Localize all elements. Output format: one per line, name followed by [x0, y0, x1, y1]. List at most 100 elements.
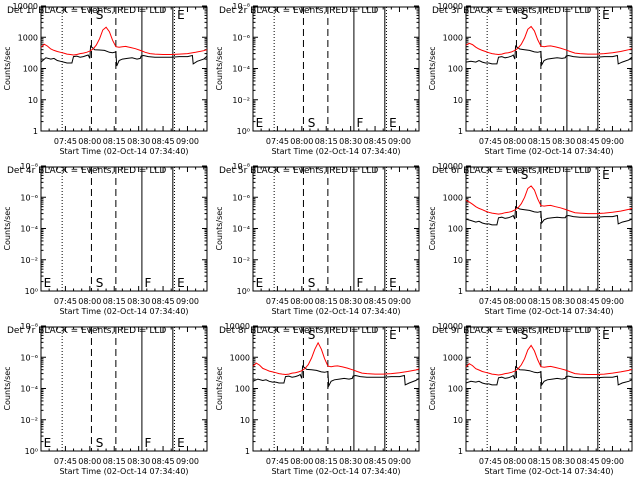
marker-letter-e: E: [177, 436, 185, 450]
detector-panel-2: Det 2r BLACK = Events, RED = LLD 10⁰ 10⁻² 1…: [215, 2, 420, 156]
marker-letter-s: S: [521, 8, 529, 22]
y-tick-label: 10⁻⁸: [20, 322, 38, 331]
x-axis-label: Start Time (02-Oct-14 07:34:40): [271, 147, 400, 156]
marker-letter-e: E: [602, 168, 610, 182]
x-axis-label: Start Time (02-Oct-14 07:34:40): [271, 467, 400, 476]
panel-title: Det 6r BLACK = Events, RED = LLD: [432, 166, 591, 176]
x-tick-label: 08:15: [103, 297, 126, 306]
x-tick-label: 08:15: [103, 137, 126, 146]
y-tick-label: 10⁻⁶: [232, 33, 250, 42]
x-tick-label: 07:45: [479, 457, 502, 466]
marker-letter-s: S: [96, 436, 104, 450]
y-tick-label: 10⁻⁶: [20, 193, 38, 202]
x-tick-label: 08:00: [503, 457, 526, 466]
series-line-events: [252, 365, 420, 388]
y-tick-label: 10000: [438, 322, 463, 331]
series-line-lld: [465, 344, 633, 376]
y-axis-label: Counts/sec: [215, 46, 224, 90]
x-tick-label: 09:00: [601, 137, 624, 146]
x-axis-label: Start Time (02-Oct-14 07:34:40): [484, 147, 613, 156]
y-tick-label: 100: [448, 65, 463, 74]
series-line-events: [465, 45, 633, 67]
y-tick-label: 10: [453, 96, 463, 105]
y-axis-label: Counts/sec: [3, 366, 12, 410]
detector-panel-4: Det 4r BLACK = Events, RED = LLD 10⁰ 10⁻² 1…: [3, 162, 208, 316]
panel-title: Det 9r BLACK = Events, RED = LLD: [432, 326, 591, 336]
marker-letter-f: F: [357, 116, 364, 130]
x-tick-label: 09:00: [176, 457, 199, 466]
x-tick-label: 08:45: [152, 297, 175, 306]
x-tick-label: 08:30: [127, 137, 150, 146]
x-tick-label: 09:00: [388, 297, 411, 306]
series-line-events: [465, 365, 633, 387]
y-tick-label: 10⁻⁶: [232, 193, 250, 202]
series-line-lld: [252, 341, 420, 376]
y-tick-label: 100: [448, 385, 463, 394]
marker-letter-s: S: [521, 328, 529, 342]
y-tick-label: 1: [33, 127, 38, 136]
y-tick-label: 100: [448, 225, 463, 234]
y-axis-label: Counts/sec: [428, 46, 437, 90]
x-tick-label: 08:00: [78, 137, 101, 146]
x-tick-label: 09:00: [176, 137, 199, 146]
y-tick-label: 10⁻⁴: [20, 225, 38, 234]
y-axis-label: Counts/sec: [428, 206, 437, 250]
x-tick-label: 09:00: [601, 457, 624, 466]
marker-letter-e: E: [602, 328, 610, 342]
y-tick-label: 10000: [438, 2, 463, 11]
marker-letter-e: E: [177, 8, 185, 22]
x-tick-label: 08:00: [78, 297, 101, 306]
x-tick-label: 09:00: [176, 297, 199, 306]
y-tick-label: 10⁻²: [20, 256, 38, 265]
y-tick-label: 10⁻²: [232, 96, 250, 105]
y-tick-label: 10⁻⁴: [20, 385, 38, 394]
y-tick-label: 1: [458, 447, 463, 456]
y-tick-label: 10⁰: [25, 287, 38, 296]
marker-letter-f: F: [357, 276, 364, 290]
detector-panel-5: Det 5r BLACK = Events, RED = LLD 10⁰ 10⁻² 1…: [215, 162, 420, 316]
detector-panel-6: Det 6r BLACK = Events, RED = LLD 1 10 100 10…: [428, 162, 633, 316]
marker-letter-s: S: [308, 328, 316, 342]
panel-title: Det 4r BLACK = Events, RED = LLD: [7, 166, 166, 176]
x-tick-label: 08:30: [127, 457, 150, 466]
x-tick-label: 08:45: [364, 137, 387, 146]
y-tick-label: 1: [245, 447, 250, 456]
marker-letter-e: E: [389, 276, 397, 290]
x-tick-label: 08:45: [577, 457, 600, 466]
x-tick-label: 08:45: [364, 297, 387, 306]
x-tick-label: 08:15: [528, 297, 551, 306]
marker-letter-e: E: [389, 116, 397, 130]
marker-letter-s: S: [308, 116, 316, 130]
x-tick-label: 07:45: [479, 297, 502, 306]
panel-title: Det 2r BLACK = Events, RED = LLD: [219, 6, 378, 16]
y-tick-label: 10: [240, 416, 250, 425]
x-axis-label: Start Time (02-Oct-14 07:34:40): [484, 307, 613, 316]
x-tick-label: 07:45: [54, 457, 77, 466]
detector-panel-3: Det 3r BLACK = Events, RED = LLD 1 10 100 10…: [428, 2, 633, 156]
y-tick-label: 10: [28, 96, 38, 105]
x-tick-label: 08:00: [290, 297, 313, 306]
y-tick-label: 10000: [225, 322, 250, 331]
x-tick-label: 09:00: [388, 457, 411, 466]
y-axis-label: Counts/sec: [3, 206, 12, 250]
marker-letter-f: F: [145, 436, 152, 450]
x-tick-label: 08:30: [339, 297, 362, 306]
panel-title: Det 8r BLACK = Events, RED = LLD: [219, 326, 378, 336]
x-axis-label: Start Time (02-Oct-14 07:34:40): [59, 147, 188, 156]
x-tick-label: 08:45: [364, 457, 387, 466]
x-tick-label: 09:00: [388, 137, 411, 146]
x-axis-label: Start Time (02-Oct-14 07:34:40): [59, 307, 188, 316]
panel-title: Det 1r BLACK = Events, RED = LLD: [7, 6, 166, 16]
y-tick-label: 10⁻⁴: [232, 225, 250, 234]
y-tick-label: 1000: [230, 353, 250, 362]
detector-panel-7: Det 7r BLACK = Events, RED = LLD 10⁰ 10⁻² 1…: [3, 322, 208, 476]
y-tick-label: 100: [23, 65, 38, 74]
marker-letter-e: E: [44, 436, 52, 450]
x-tick-label: 07:45: [54, 297, 77, 306]
x-tick-label: 08:45: [577, 297, 600, 306]
x-tick-label: 08:45: [152, 457, 175, 466]
y-tick-label: 10⁰: [237, 127, 250, 136]
series-line-lld: [40, 26, 208, 56]
